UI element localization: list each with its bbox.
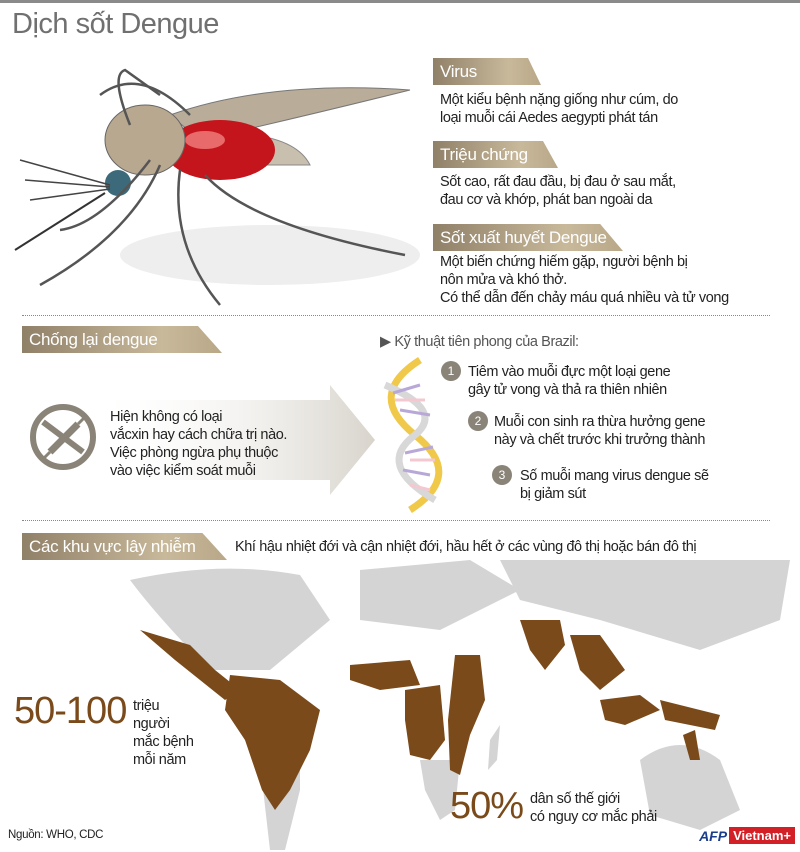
- divider: [22, 315, 770, 316]
- no-vaccine-syringe-icon: [30, 404, 96, 470]
- world-map: [130, 560, 790, 850]
- text-line: gây tử vong và thả ra thiên nhiên: [468, 382, 667, 398]
- text-line: Hiện không có loại: [110, 409, 223, 425]
- top-rule: [0, 0, 800, 3]
- virus-text: Một kiểu bệnh nặng giống như cúm, do loạ…: [440, 91, 678, 127]
- text-line: triệu: [133, 698, 160, 714]
- text-line: nôn mửa và khó thở.: [440, 272, 567, 288]
- mosquito-illustration: [14, 68, 420, 306]
- text-line: vắcxin hay cách chữa trị nào.: [110, 427, 288, 443]
- text-line: dân số thế giới: [530, 791, 620, 807]
- text-line: bị giảm sút: [520, 486, 586, 502]
- text-line: mắc bệnh: [133, 734, 194, 750]
- divider: [22, 520, 770, 521]
- step-3-text: Số muỗi mang virus dengue sẽ bị giảm sút: [520, 467, 709, 503]
- afp-logo: AFP: [699, 827, 728, 844]
- stat-cases-label: triệu người mắc bệnh mỗi năm: [133, 697, 194, 769]
- symptoms-heading: Triệu chứng: [433, 141, 558, 168]
- source-note: Nguồn: WHO, CDC: [8, 829, 104, 841]
- fight-heading: Chống lại dengue: [22, 326, 222, 353]
- text-line: loại muỗi cái Aedes aegypti phát tán: [440, 110, 658, 126]
- text-line: người: [133, 716, 170, 732]
- stat-population-label: dân số thế giới có nguy cơ mắc phải: [530, 790, 657, 826]
- step-1-text: Tiêm vào muỗi đực một loại gene gây tử v…: [468, 363, 671, 399]
- hemorrhagic-text: Một biến chứng hiếm gặp, người bệnh bị n…: [440, 253, 729, 307]
- text-line: có nguy cơ mắc phải: [530, 809, 657, 825]
- text-line: Muỗi con sinh ra thừa hưởng gene: [494, 414, 706, 430]
- text-line: này và chết trước khi trưởng thành: [494, 432, 706, 448]
- stat-cases-value: 50-100: [14, 690, 127, 732]
- arrow-right-icon: [90, 385, 375, 495]
- brazil-heading: ▶ Kỹ thuật tiên phong của Brazil:: [380, 333, 579, 351]
- regions-description: Khí hậu nhiệt đới và cận nhiệt đới, hầu …: [235, 539, 697, 555]
- dna-icon: [383, 357, 443, 513]
- step-2-badge: 2: [468, 411, 488, 431]
- brazil-heading-text: Kỹ thuật tiên phong của Brazil:: [394, 334, 579, 350]
- logo: AFP Vietnam+: [699, 827, 795, 844]
- text-line: Một biến chứng hiếm gặp, người bệnh bị: [440, 254, 688, 270]
- text-line: Tiêm vào muỗi đực một loại gene: [468, 364, 671, 380]
- page-title: Dịch sốt Dengue: [12, 8, 219, 40]
- vietnamplus-logo: Vietnam+: [729, 827, 795, 844]
- step-1-badge: 1: [441, 361, 461, 381]
- text-line: Một kiểu bệnh nặng giống như cúm, do: [440, 92, 678, 108]
- symptoms-text: Sốt cao, rất đau đầu, bị đau ở sau mắt, …: [440, 173, 676, 209]
- fight-text: Hiện không có loại vắcxin hay cách chữa …: [110, 408, 287, 480]
- text-line: Việc phòng ngừa phụ thuộc: [110, 445, 278, 461]
- text-line: vào việc kiểm soát muỗi: [110, 463, 256, 479]
- text-line: đau cơ và khớp, phát ban ngoài da: [440, 192, 653, 208]
- step-3-badge: 3: [492, 465, 512, 485]
- step-2-text: Muỗi con sinh ra thừa hưởng gene này và …: [494, 413, 706, 449]
- text-line: mỗi năm: [133, 752, 186, 768]
- text-line: Sốt cao, rất đau đầu, bị đau ở sau mắt,: [440, 174, 676, 190]
- stat-population-value: 50%: [450, 785, 524, 827]
- virus-heading: Virus: [433, 58, 541, 85]
- text-line: Có thể dẫn đến chảy máu quá nhiều và tử …: [440, 290, 729, 306]
- regions-heading: Các khu vực lây nhiễm: [22, 533, 227, 560]
- text-line: Số muỗi mang virus dengue sẽ: [520, 468, 709, 484]
- triangle-icon: ▶: [380, 334, 395, 350]
- hemorrhagic-heading: Sốt xuất huyết Dengue: [433, 224, 623, 251]
